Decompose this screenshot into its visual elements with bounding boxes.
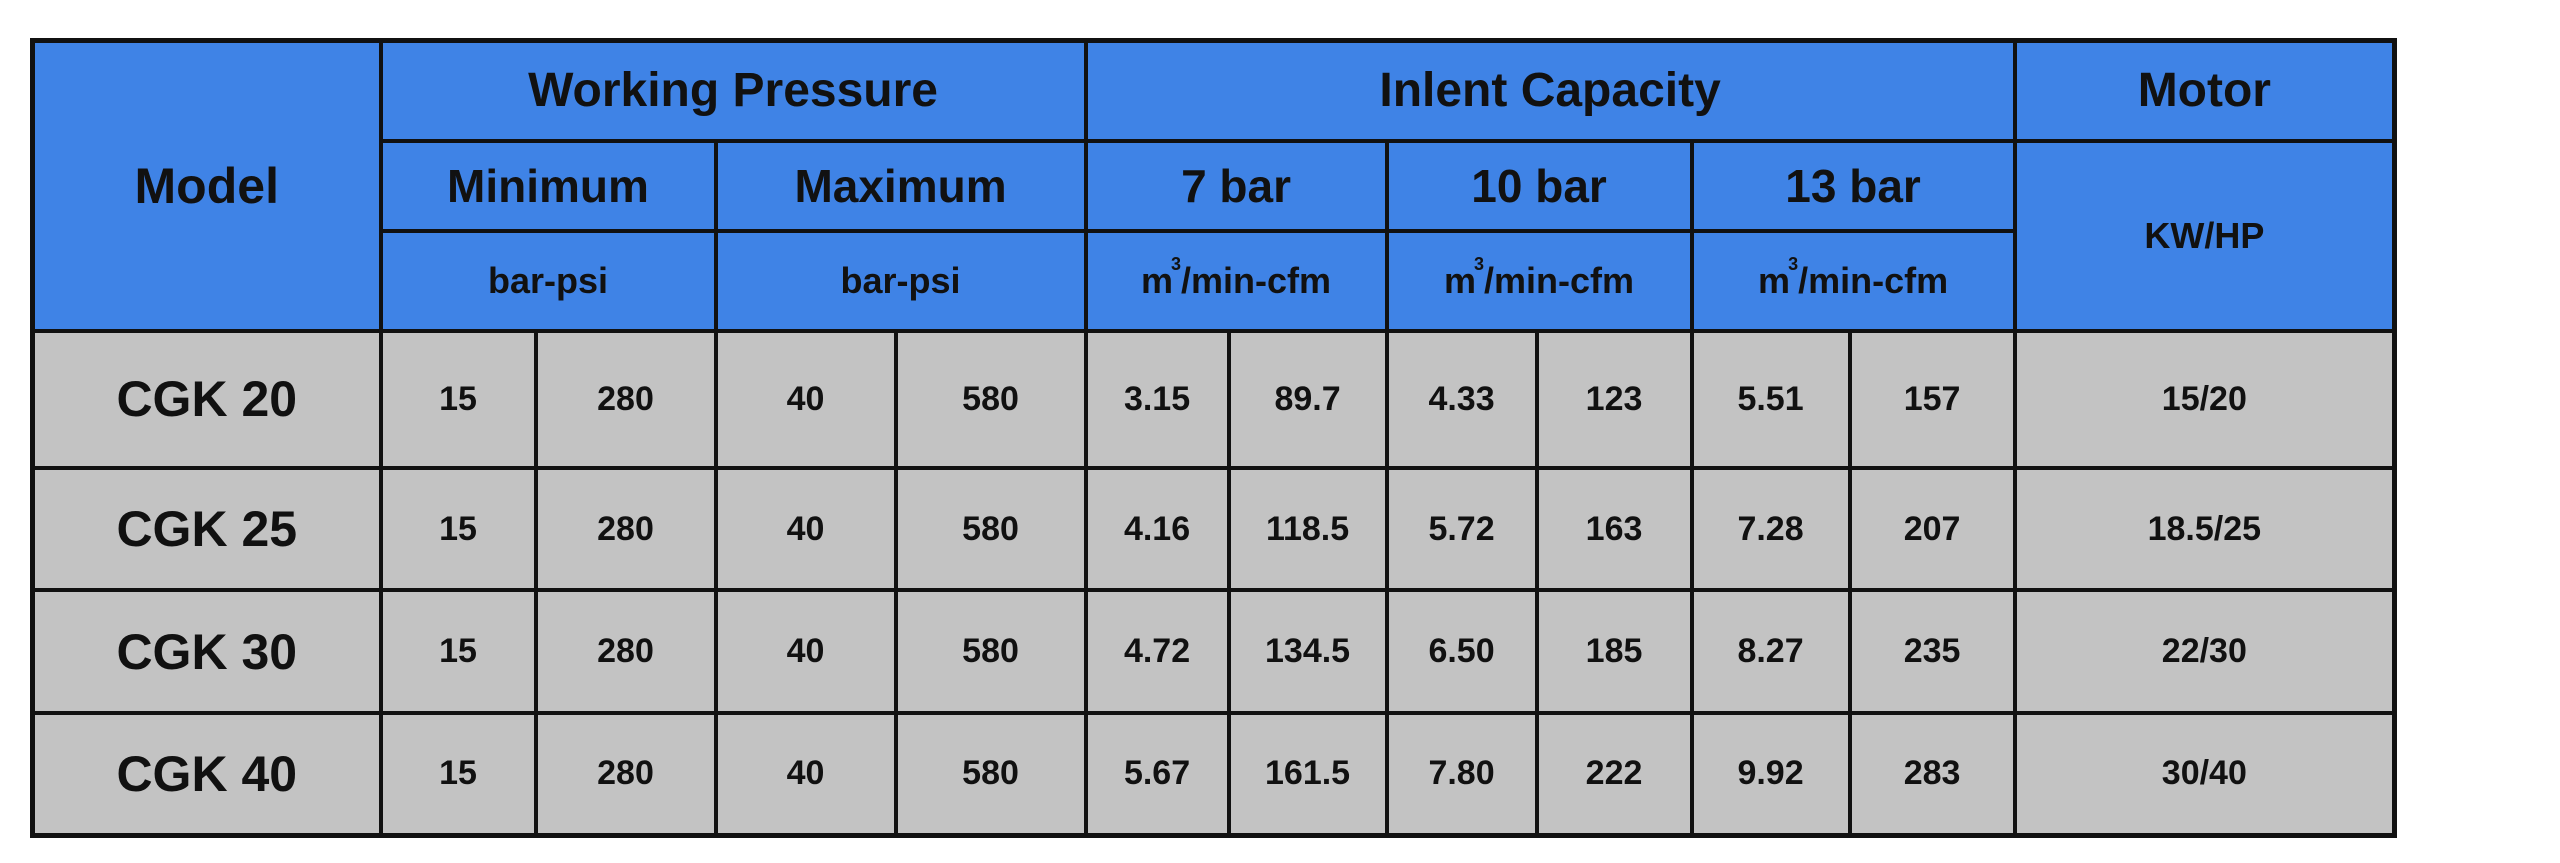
table-row: CGK 20 15 280 40 580 3.15 89.7 4.33 123 … bbox=[30, 328, 2397, 470]
cap7-m3-cell: 4.16 bbox=[1083, 465, 1231, 593]
cap13-cfm-cell: 207 bbox=[1847, 465, 2017, 593]
max-psi-cell: 580 bbox=[893, 588, 1088, 715]
cap7-cfm-cell: 118.5 bbox=[1226, 465, 1389, 593]
min-bar-cell: 15 bbox=[378, 588, 538, 715]
cap13-m3-cell: 7.28 bbox=[1689, 465, 1852, 593]
model-cell: CGK 20 bbox=[30, 328, 383, 470]
cap7-cfm-cell: 89.7 bbox=[1226, 328, 1389, 470]
cap13-m3-cell: 8.27 bbox=[1689, 588, 1852, 715]
capacity-10bar-header: 10 bar bbox=[1384, 138, 1694, 233]
table-row: CGK 30 15 280 40 580 4.72 134.5 6.50 185… bbox=[30, 588, 2397, 715]
cap13-m3-cell: 5.51 bbox=[1689, 328, 1852, 470]
spec-table: Model Working Pressure Inlent Capacity M… bbox=[30, 38, 2398, 838]
min-psi-cell: 280 bbox=[533, 465, 718, 593]
motor-cell: 30/40 bbox=[2012, 710, 2397, 838]
capacity-13bar-header: 13 bar bbox=[1689, 138, 2017, 233]
cap7-m3-cell: 5.67 bbox=[1083, 710, 1231, 838]
max-psi-cell: 580 bbox=[893, 465, 1088, 593]
model-cell: CGK 40 bbox=[30, 710, 383, 838]
motor-header: Motor bbox=[2012, 38, 2397, 143]
motor-unit-header: KW/HP bbox=[2012, 138, 2397, 333]
working-pressure-header: Working Pressure bbox=[378, 38, 1088, 143]
model-cell: CGK 30 bbox=[30, 588, 383, 715]
cap7-cfm-cell: 134.5 bbox=[1226, 588, 1389, 715]
max-bar-cell: 40 bbox=[713, 465, 898, 593]
model-header: Model bbox=[30, 38, 383, 333]
cap7-m3-cell: 3.15 bbox=[1083, 328, 1231, 470]
cap7-cfm-cell: 161.5 bbox=[1226, 710, 1389, 838]
inlet-capacity-header: Inlent Capacity bbox=[1083, 38, 2017, 143]
cap10-m3-cell: 7.80 bbox=[1384, 710, 1539, 838]
capacity-13bar-unit: m3/min-cfm bbox=[1689, 228, 2017, 333]
max-psi-cell: 580 bbox=[893, 710, 1088, 838]
capacity-7bar-header: 7 bar bbox=[1083, 138, 1389, 233]
cap10-cfm-cell: 185 bbox=[1534, 588, 1694, 715]
cap10-m3-cell: 6.50 bbox=[1384, 588, 1539, 715]
min-bar-cell: 15 bbox=[378, 328, 538, 470]
cap13-cfm-cell: 157 bbox=[1847, 328, 2017, 470]
min-psi-cell: 280 bbox=[533, 710, 718, 838]
min-pressure-unit: bar-psi bbox=[378, 228, 718, 333]
cap10-cfm-cell: 222 bbox=[1534, 710, 1694, 838]
minimum-header: Minimum bbox=[378, 138, 718, 233]
capacity-10bar-unit: m3/min-cfm bbox=[1384, 228, 1694, 333]
max-bar-cell: 40 bbox=[713, 328, 898, 470]
cap13-cfm-cell: 283 bbox=[1847, 710, 2017, 838]
table-row: CGK 40 15 280 40 580 5.67 161.5 7.80 222… bbox=[30, 710, 2397, 838]
cap13-cfm-cell: 235 bbox=[1847, 588, 2017, 715]
cap10-cfm-cell: 123 bbox=[1534, 328, 1694, 470]
cap13-m3-cell: 9.92 bbox=[1689, 710, 1852, 838]
min-psi-cell: 280 bbox=[533, 328, 718, 470]
cap10-cfm-cell: 163 bbox=[1534, 465, 1694, 593]
max-bar-cell: 40 bbox=[713, 588, 898, 715]
motor-cell: 18.5/25 bbox=[2012, 465, 2397, 593]
min-bar-cell: 15 bbox=[378, 465, 538, 593]
max-pressure-unit: bar-psi bbox=[713, 228, 1088, 333]
cap10-m3-cell: 4.33 bbox=[1384, 328, 1539, 470]
min-bar-cell: 15 bbox=[378, 710, 538, 838]
cap7-m3-cell: 4.72 bbox=[1083, 588, 1231, 715]
cap10-m3-cell: 5.72 bbox=[1384, 465, 1539, 593]
max-psi-cell: 580 bbox=[893, 328, 1088, 470]
motor-cell: 15/20 bbox=[2012, 328, 2397, 470]
table-row: CGK 25 15 280 40 580 4.16 118.5 5.72 163… bbox=[30, 465, 2397, 593]
motor-cell: 22/30 bbox=[2012, 588, 2397, 715]
model-cell: CGK 25 bbox=[30, 465, 383, 593]
min-psi-cell: 280 bbox=[533, 588, 718, 715]
max-bar-cell: 40 bbox=[713, 710, 898, 838]
maximum-header: Maximum bbox=[713, 138, 1088, 233]
capacity-7bar-unit: m3/min-cfm bbox=[1083, 228, 1389, 333]
